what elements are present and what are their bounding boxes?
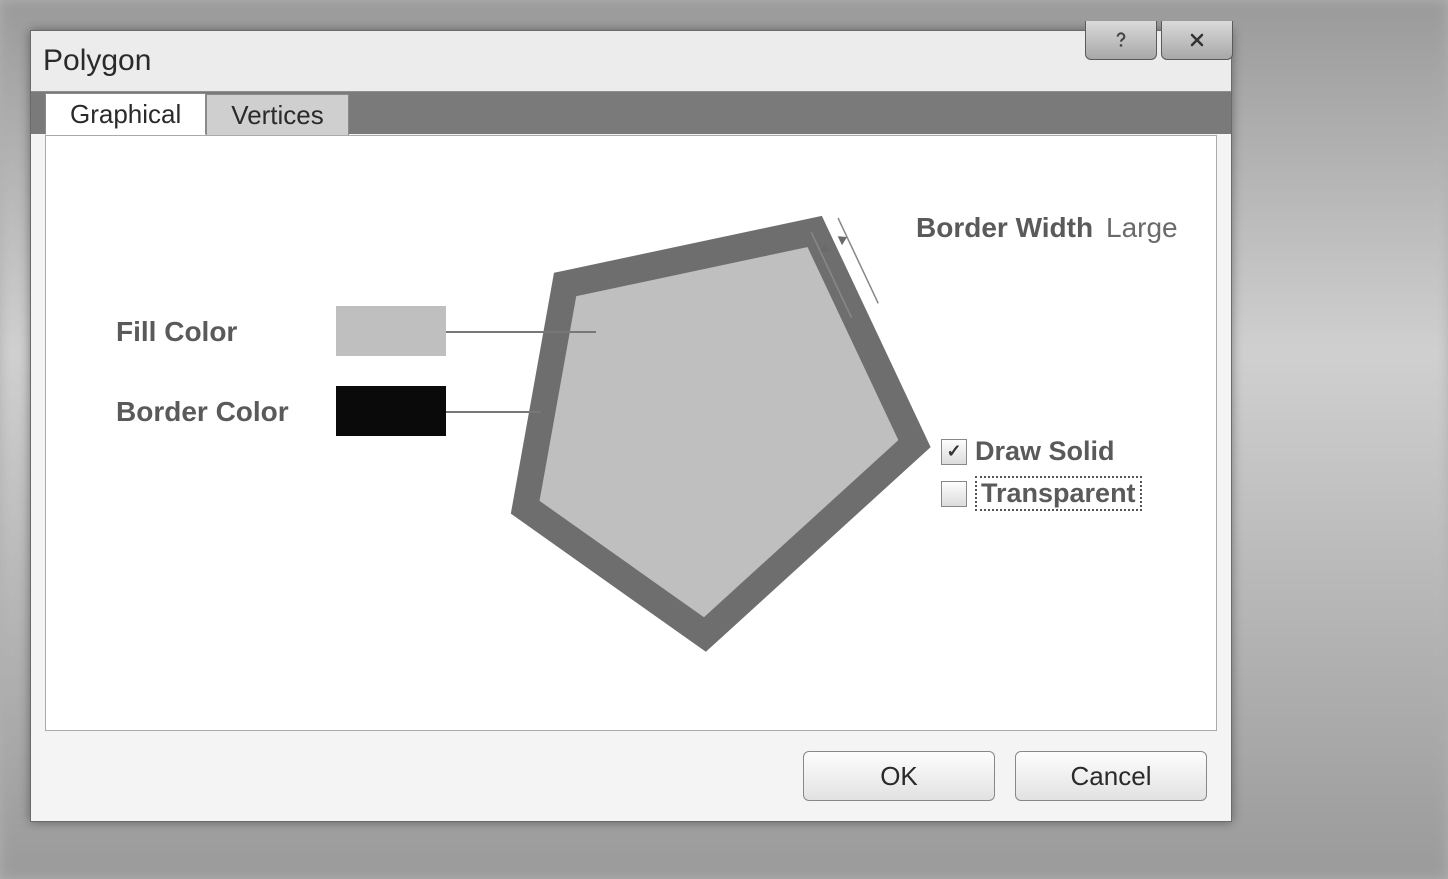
draw-solid-label: Draw Solid	[975, 436, 1115, 467]
polygon-dialog: Polygon Graphical Vertices	[30, 30, 1232, 822]
border-color-swatch[interactable]	[336, 386, 446, 436]
cancel-button[interactable]: Cancel	[1015, 751, 1207, 801]
tab-strip: Graphical Vertices	[31, 91, 1231, 134]
transparent-checkbox[interactable]	[941, 481, 967, 507]
fill-color-connector	[446, 331, 596, 333]
border-color-connector	[446, 411, 541, 413]
preview-area: Fill Color Border Color Border Width Lar…	[46, 136, 1216, 730]
transparent-row: Transparent	[941, 476, 1142, 511]
ok-button[interactable]: OK	[803, 751, 995, 801]
cancel-button-label: Cancel	[1071, 761, 1152, 792]
titlebar: Polygon	[31, 31, 1231, 91]
tab-vertices[interactable]: Vertices	[206, 94, 349, 135]
tab-vertices-label: Vertices	[231, 100, 324, 130]
draw-solid-checkbox[interactable]: ✓	[941, 439, 967, 465]
border-color-label: Border Color	[116, 396, 289, 428]
ok-button-label: OK	[880, 761, 918, 792]
window-buttons	[1085, 21, 1233, 60]
border-width-label: Border Width	[916, 212, 1093, 244]
dialog-button-row: OK Cancel	[803, 751, 1207, 801]
tab-graphical-label: Graphical	[70, 99, 181, 129]
tab-graphical[interactable]: Graphical	[45, 93, 206, 135]
help-icon	[1111, 30, 1131, 50]
close-icon	[1187, 30, 1207, 50]
border-width-value[interactable]: Large	[1106, 212, 1178, 244]
transparent-label: Transparent	[975, 476, 1142, 511]
close-button[interactable]	[1161, 21, 1233, 60]
draw-solid-row: ✓ Draw Solid	[941, 436, 1115, 467]
window-title: Polygon	[43, 44, 151, 78]
fill-color-label: Fill Color	[116, 316, 237, 348]
help-button[interactable]	[1085, 21, 1157, 60]
tab-body-graphical: Fill Color Border Color Border Width Lar…	[45, 135, 1217, 731]
fill-color-swatch[interactable]	[336, 306, 446, 356]
